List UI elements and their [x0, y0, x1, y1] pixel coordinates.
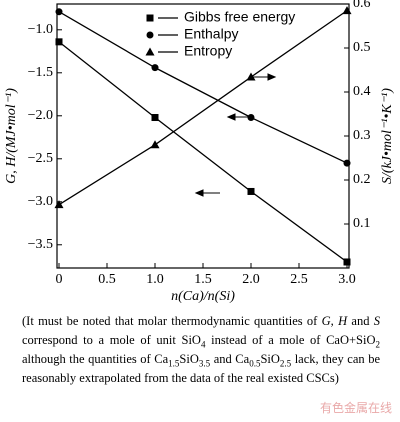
x-axis-label: n(Ca)/n(Si): [171, 289, 235, 304]
caption-text: S: [373, 314, 380, 328]
marker: [55, 8, 63, 16]
marker: [55, 38, 63, 46]
marker: [343, 159, 351, 167]
caption-text: and Ca: [210, 352, 250, 366]
watermark: 有色金属在线: [319, 401, 392, 415]
chart: n(Ca)/n(Si) G, H/(MJ•mol⁻¹) S/(kJ•mol⁻¹•…: [4, 0, 395, 304]
marker: [151, 64, 159, 72]
legend-label: Entropy: [184, 43, 232, 59]
y2-tick-label: 0.3: [353, 128, 371, 143]
caption: (It must be noted that molar thermodynam…: [22, 312, 380, 388]
y-tick-label: −1.5: [28, 65, 53, 80]
marker: [150, 140, 160, 149]
legend-label: Enthalpy: [184, 26, 238, 42]
marker: [151, 114, 159, 122]
x-tick-label: 3.0: [338, 272, 356, 287]
y-tick-label: −3.5: [28, 237, 53, 252]
y-axis-label: G, H/(MJ•mol⁻¹): [4, 88, 19, 184]
y2-tick-label: 0.2: [353, 172, 371, 187]
legend-marker: [145, 47, 155, 56]
y2-tick-label: 0.6: [353, 0, 371, 11]
legend-marker: [146, 31, 154, 39]
x-tick-label: 1.5: [194, 272, 212, 287]
y2-tick-label: 0.5: [353, 40, 371, 55]
y-tick-label: −1.0: [28, 22, 53, 37]
caption-text: SiO: [260, 352, 280, 366]
marker: [246, 72, 256, 81]
legend-label: Gibbs free energy: [184, 9, 295, 25]
x-tick-label: 0.5: [98, 272, 116, 287]
arrows: [194, 73, 277, 197]
marker: [247, 187, 255, 195]
caption-text: although the quantities of Ca: [22, 352, 169, 366]
y2-axis-label: S/(kJ•mol⁻¹•K⁻¹): [380, 88, 395, 184]
caption-text: 3.5: [198, 358, 211, 369]
series-line: [58, 10, 348, 206]
caption-text: 2.5: [279, 358, 292, 369]
caption-text: 0.5: [249, 358, 261, 369]
caption-text: and: [347, 314, 374, 328]
caption-text: (It must be noted that molar thermodynam…: [22, 314, 322, 328]
y2-tick-label: 0.4: [353, 84, 371, 99]
x-tick-label: 1.0: [146, 272, 164, 287]
caption-text: SiO: [179, 352, 199, 366]
series-line: [58, 11, 348, 164]
x-tick-label: 0: [56, 272, 63, 287]
caption-text: lack, they can be reasonably extrapolate…: [22, 352, 380, 385]
series-line: [58, 41, 348, 263]
caption-text: 1.5: [168, 358, 180, 369]
caption-text: 2: [375, 339, 380, 350]
legend-marker: [146, 14, 154, 22]
y-tick-label: −2.0: [28, 108, 53, 123]
marker: [54, 200, 64, 209]
marker: [342, 6, 352, 15]
y-tick-label: −3.0: [28, 194, 53, 209]
marker: [247, 114, 255, 122]
y2-tick-label: 0.1: [353, 216, 371, 231]
caption-text: 4: [200, 339, 206, 350]
x-tick-label: 2.0: [242, 272, 260, 287]
caption-text: instead of a mole of CaO+SiO: [205, 333, 376, 347]
x-tick-label: 2.5: [290, 272, 308, 287]
y-tick-label: −2.5: [28, 151, 53, 166]
marker: [343, 258, 351, 266]
caption-text: G, H: [321, 314, 348, 328]
caption-text: correspond to a mole of unit SiO: [22, 333, 201, 347]
